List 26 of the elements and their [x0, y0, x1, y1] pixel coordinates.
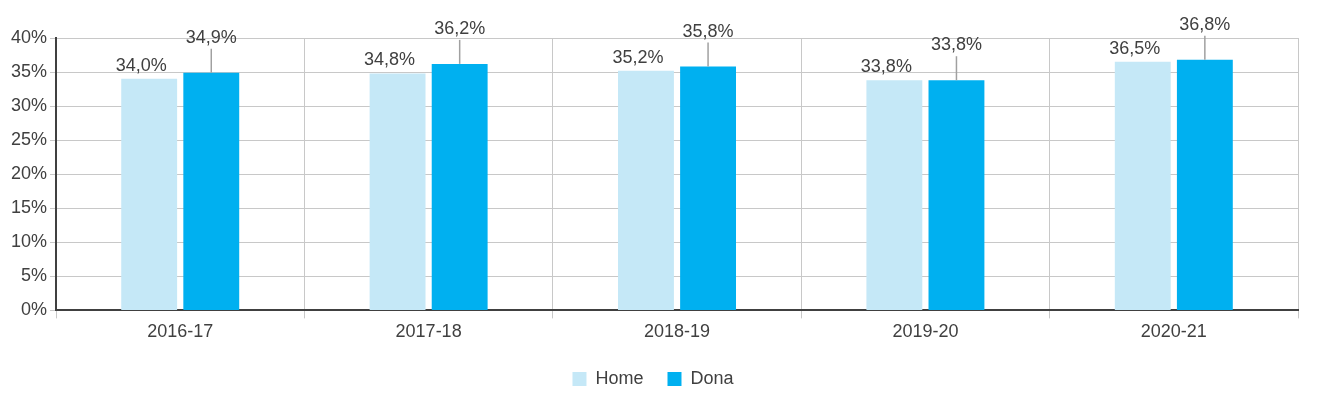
data-label: 34,9%: [185, 26, 237, 47]
data-label: 34,8%: [364, 49, 416, 70]
legend-label: Home: [595, 367, 644, 388]
data-label: 33,8%: [930, 34, 982, 55]
y-tick-label: 25%: [11, 129, 48, 150]
data-label: 36,2%: [434, 17, 486, 38]
y-tick-label: 30%: [11, 95, 48, 116]
x-tick-label: 2020-21: [1140, 321, 1207, 342]
x-tick-label: 2019-20: [892, 321, 959, 342]
x-tick-label: 2018-19: [643, 321, 711, 342]
legend-label: Dona: [690, 367, 735, 388]
y-tick-label: 10%: [11, 231, 48, 252]
x-tick-label: 2016-17: [147, 321, 214, 342]
y-tick-label: 40%: [11, 26, 48, 47]
y-tick-label: 0%: [21, 299, 48, 320]
y-tick-label: 5%: [21, 265, 48, 286]
y-tick-label: 15%: [11, 197, 48, 218]
data-label: 35,2%: [612, 46, 664, 67]
data-label: 36,8%: [1179, 13, 1231, 34]
data-label: 34,0%: [115, 54, 167, 75]
y-tick-label: 20%: [11, 163, 48, 184]
data-label: 33,8%: [860, 56, 912, 77]
data-label: 36,5%: [1109, 37, 1161, 58]
data-label: 35,8%: [682, 20, 734, 41]
x-tick-label: 2017-18: [395, 321, 462, 342]
y-tick-label: 35%: [11, 61, 48, 82]
